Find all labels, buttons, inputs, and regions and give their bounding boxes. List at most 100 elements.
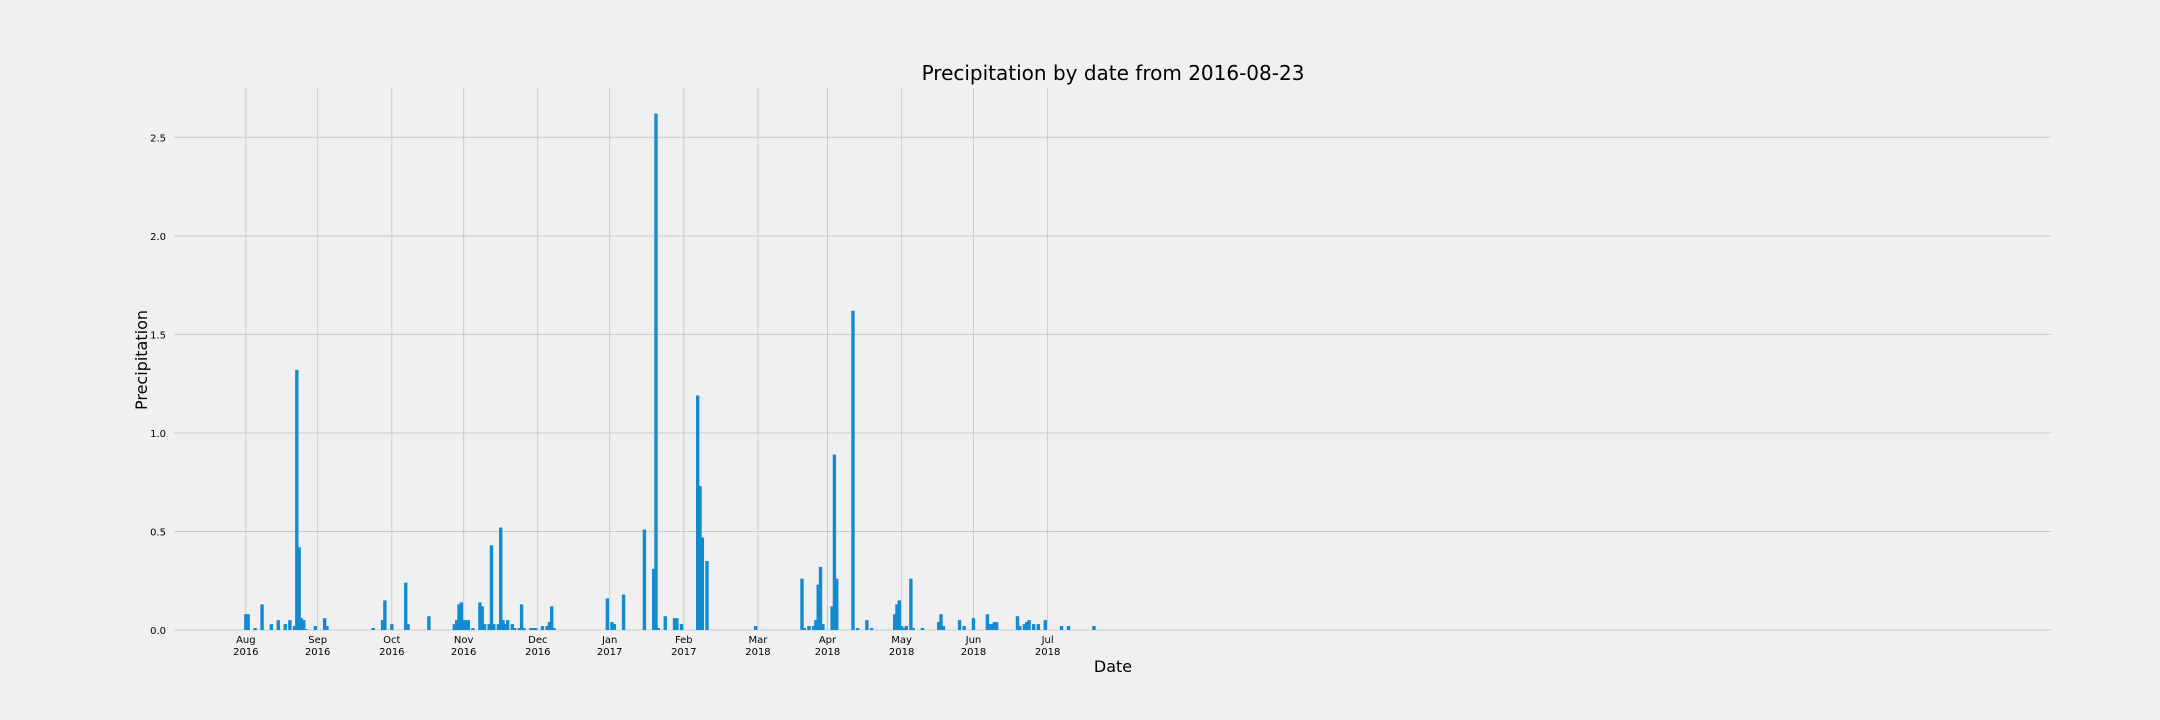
bar: [482, 624, 487, 630]
x-tick-label: Jul: [1041, 635, 1054, 646]
x-tick-label: Dec: [528, 635, 547, 646]
x-tick-label: Jun: [965, 635, 982, 646]
bar: [292, 626, 297, 630]
x-tick-label: Aug: [236, 635, 256, 646]
bar: [612, 624, 616, 630]
x-tick-sublabel: 2018: [745, 647, 770, 658]
bar: [269, 624, 274, 630]
x-tick-sublabel: 2018: [961, 647, 986, 658]
bar: [304, 629, 308, 630]
bar: [552, 628, 556, 630]
bar: [1043, 620, 1047, 630]
x-tick-sublabel: 2016: [451, 647, 476, 658]
bar: [295, 369, 299, 630]
bar: [253, 628, 257, 630]
bar: [892, 614, 897, 630]
bar: [492, 624, 496, 630]
bar: [800, 578, 804, 630]
bar: [466, 620, 470, 630]
bar: [459, 602, 464, 630]
bar: [288, 620, 292, 630]
bar: [610, 622, 614, 630]
bar: [1027, 620, 1031, 630]
y-tick-label: 0.0: [150, 626, 166, 637]
bar: [814, 620, 818, 630]
x-tick-sublabel: 2017: [671, 647, 696, 658]
bar: [621, 594, 626, 630]
bar: [244, 614, 248, 630]
bar: [865, 620, 869, 630]
bar: [1066, 626, 1071, 630]
bar: [802, 628, 807, 630]
bar: [531, 628, 535, 630]
bar: [478, 602, 482, 630]
bar: [679, 624, 684, 630]
bar: [1015, 616, 1020, 630]
bar: [656, 628, 661, 630]
bar: [807, 626, 811, 630]
x-tick-sublabel: 2016: [525, 647, 550, 658]
bar: [427, 616, 431, 630]
bar: [1036, 624, 1041, 630]
x-tick-label: Jan: [601, 635, 617, 646]
bar: [994, 622, 999, 630]
bar: [547, 622, 552, 630]
x-tick-sublabel: 2016: [305, 647, 330, 658]
bar: [487, 624, 491, 630]
bar: [283, 624, 287, 630]
bar: [457, 604, 461, 630]
bar: [937, 622, 941, 630]
bar: [832, 454, 837, 630]
y-tick-label: 1.0: [150, 429, 166, 440]
bar: [700, 537, 705, 630]
y-axis-ticks: 0.0 0.5 1.0 1.5 2.0 2.5: [150, 133, 166, 637]
y-axis-label: Precipitation: [132, 310, 151, 410]
bar: [753, 626, 758, 630]
bar-series: [244, 113, 1096, 630]
bar: [302, 620, 306, 630]
bar: [902, 628, 906, 630]
bar: [985, 614, 990, 630]
bar: [464, 620, 468, 630]
bar: [855, 628, 860, 630]
bar: [895, 604, 899, 630]
bar: [1092, 626, 1096, 630]
y-tick-label: 1.5: [150, 330, 166, 341]
x-axis-label: Date: [1094, 657, 1132, 676]
bar: [496, 624, 501, 630]
bar: [654, 113, 658, 630]
bar: [545, 626, 549, 630]
bar: [480, 606, 484, 630]
bar: [605, 598, 610, 630]
bar: [501, 620, 505, 630]
bar: [404, 582, 408, 630]
bar: [675, 618, 679, 630]
bar: [1022, 624, 1027, 630]
bar: [529, 628, 533, 630]
bar: [503, 624, 508, 630]
x-tick-sublabel: 2018: [815, 647, 840, 658]
bar: [835, 578, 839, 630]
bar: [651, 568, 656, 630]
x-tick-label: Sep: [308, 635, 327, 646]
bar: [992, 622, 997, 630]
x-tick-label: Oct: [383, 635, 400, 646]
x-tick-label: May: [891, 635, 912, 646]
bar: [1025, 622, 1029, 630]
bar: [990, 624, 994, 630]
bar: [533, 628, 538, 630]
bar: [698, 486, 702, 630]
bar: [406, 624, 410, 630]
bar: [499, 527, 503, 630]
bar: [540, 626, 545, 630]
bar: [380, 620, 385, 630]
bar: [260, 604, 264, 630]
x-tick-label: Mar: [749, 635, 769, 646]
bar: [461, 620, 466, 630]
bar: [505, 620, 510, 630]
bar: [971, 618, 976, 630]
bar: [821, 624, 825, 630]
bar: [811, 626, 816, 630]
bar: [642, 529, 647, 630]
